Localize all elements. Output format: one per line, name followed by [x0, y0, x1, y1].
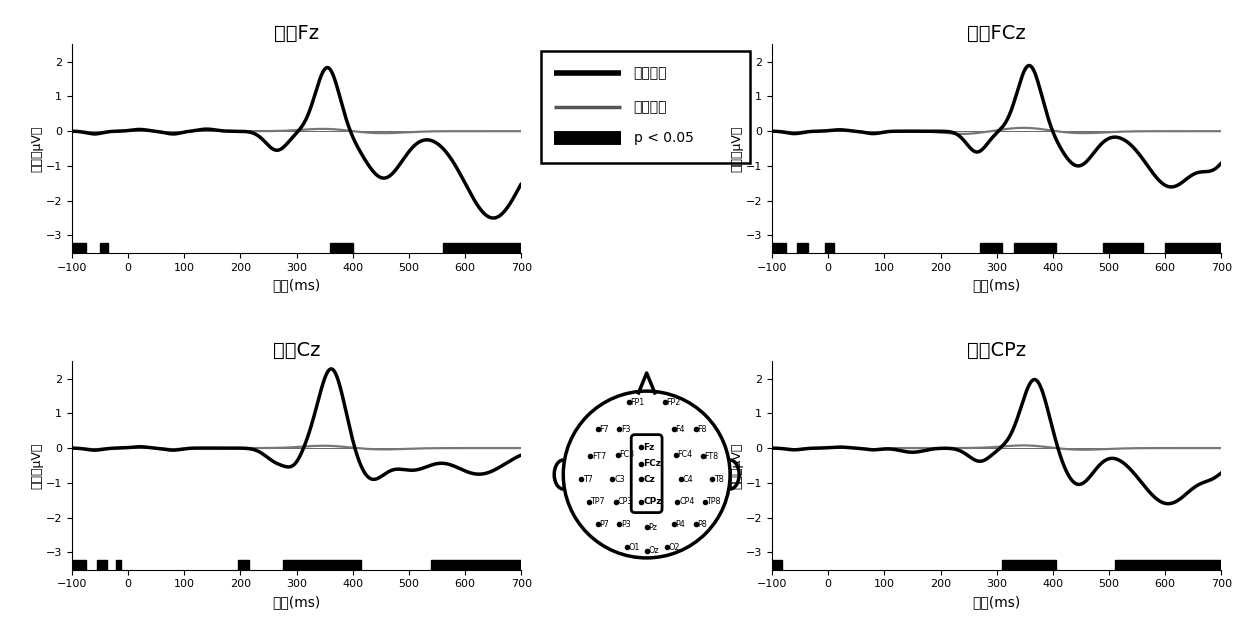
- Bar: [1166, 243, 1221, 253]
- Text: P7: P7: [599, 520, 609, 529]
- Text: FP1: FP1: [630, 398, 645, 406]
- Text: T8: T8: [714, 475, 723, 484]
- Bar: [1115, 560, 1221, 570]
- Text: C3: C3: [614, 475, 625, 484]
- Bar: [443, 243, 521, 253]
- Text: FCz: FCz: [644, 459, 661, 468]
- Text: FT7: FT7: [593, 452, 606, 461]
- Text: CP4: CP4: [680, 497, 694, 506]
- Text: C4: C4: [683, 475, 693, 484]
- Text: F8: F8: [697, 425, 707, 434]
- Bar: [1013, 243, 1055, 253]
- Title: 通道FCz: 通道FCz: [967, 24, 1025, 43]
- Text: Fz: Fz: [644, 443, 655, 452]
- X-axis label: 时间(ms): 时间(ms): [273, 278, 321, 292]
- Bar: [97, 560, 107, 570]
- Title: 通道Fz: 通道Fz: [274, 24, 319, 43]
- Bar: [330, 243, 353, 253]
- Text: TP7: TP7: [590, 497, 605, 506]
- Title: 通道CPz: 通道CPz: [967, 341, 1027, 360]
- Text: O2: O2: [668, 542, 680, 551]
- Text: P4: P4: [676, 520, 686, 529]
- Text: TP8: TP8: [707, 497, 720, 506]
- Text: Oz: Oz: [649, 546, 660, 555]
- Text: FC4: FC4: [677, 450, 693, 459]
- Text: Pz: Pz: [649, 523, 657, 532]
- Text: F4: F4: [676, 425, 686, 434]
- Text: 标准刺激: 标准刺激: [634, 100, 667, 114]
- Text: T7: T7: [583, 475, 593, 484]
- Bar: [773, 560, 782, 570]
- Y-axis label: 幅值（μV）: 幅值（μV）: [730, 442, 743, 489]
- Bar: [1104, 243, 1143, 253]
- Text: P8: P8: [697, 520, 707, 529]
- Text: F7: F7: [599, 425, 609, 434]
- Bar: [1002, 560, 1055, 570]
- X-axis label: 时间(ms): 时间(ms): [972, 278, 1021, 292]
- Bar: [980, 243, 1002, 253]
- Text: Cz: Cz: [644, 475, 655, 484]
- Text: P3: P3: [621, 520, 631, 529]
- Text: O1: O1: [629, 542, 640, 551]
- X-axis label: 时间(ms): 时间(ms): [273, 595, 321, 609]
- Bar: [100, 243, 108, 253]
- X-axis label: 时间(ms): 时间(ms): [972, 595, 1021, 609]
- Text: F3: F3: [621, 425, 631, 434]
- Bar: [432, 560, 521, 570]
- Text: CPz: CPz: [644, 497, 661, 506]
- Bar: [773, 243, 786, 253]
- Text: 偏差刺激: 偏差刺激: [634, 66, 667, 80]
- Y-axis label: 幅值（μV）: 幅值（μV）: [730, 125, 743, 172]
- Y-axis label: 幅值（μV）: 幅值（μV）: [30, 442, 43, 489]
- Bar: [826, 243, 833, 253]
- Title: 通道Cz: 通道Cz: [273, 341, 320, 360]
- Bar: [797, 243, 808, 253]
- Text: FP2: FP2: [667, 398, 681, 406]
- Bar: [283, 560, 361, 570]
- Text: FT8: FT8: [704, 452, 719, 461]
- Bar: [72, 560, 86, 570]
- Y-axis label: 幅值（μV）: 幅值（μV）: [30, 125, 43, 172]
- Bar: [72, 243, 86, 253]
- FancyBboxPatch shape: [541, 51, 750, 163]
- Text: p < 0.05: p < 0.05: [634, 131, 693, 145]
- Text: FC3: FC3: [620, 450, 635, 459]
- Bar: [115, 560, 122, 570]
- Text: CP3: CP3: [618, 497, 634, 506]
- Bar: [238, 560, 249, 570]
